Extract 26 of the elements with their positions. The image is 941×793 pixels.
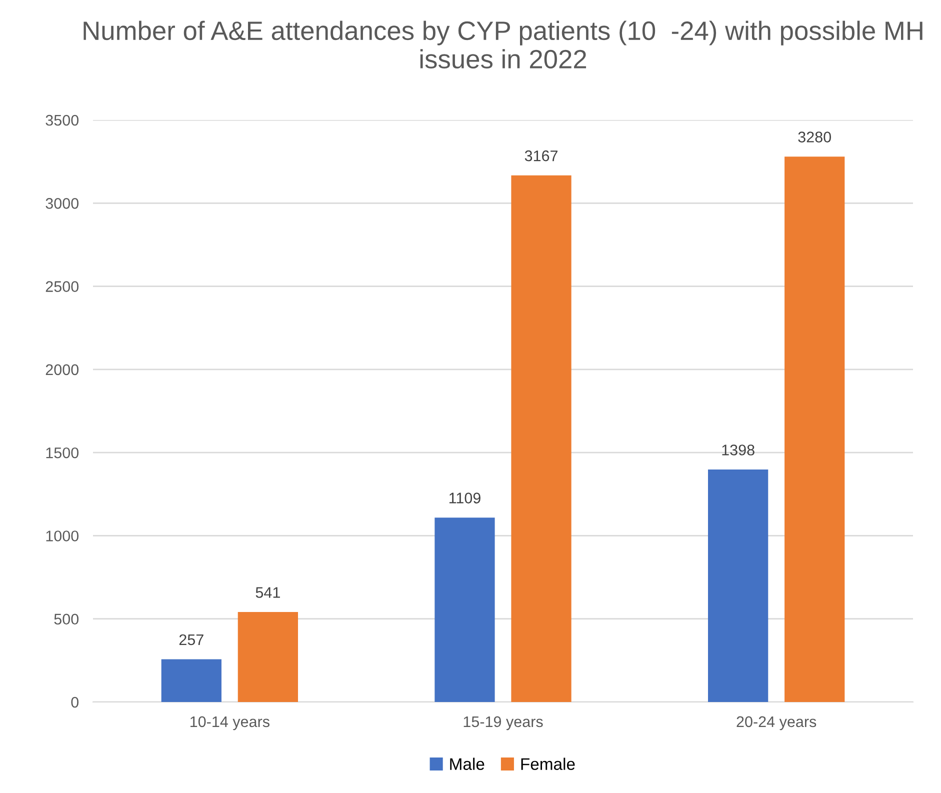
y-tick-label: 3500 <box>46 114 79 126</box>
y-tick-label: 2500 <box>46 281 79 292</box>
y-tick-label: 0 <box>71 696 79 708</box>
bar <box>434 518 495 702</box>
y-tick-label: 1500 <box>46 447 79 458</box>
bar <box>708 470 768 702</box>
data-label: 3280 <box>798 132 831 142</box>
data-label: 541 <box>256 587 280 598</box>
x-tick-label: 10-14 years <box>190 716 270 730</box>
y-tick-label: 2000 <box>46 364 79 376</box>
legend-label: Female <box>521 758 575 770</box>
x-tick-label: 20-24 years <box>736 716 816 730</box>
data-label: 3167 <box>524 150 558 162</box>
legend-label: Male <box>450 758 484 770</box>
bar <box>161 659 222 702</box>
y-tick-label: 500 <box>54 614 79 625</box>
bar <box>238 612 298 702</box>
y-tick-label: 3000 <box>46 198 79 209</box>
x-tick-label: 15-19 years <box>464 716 543 730</box>
data-label: 1109 <box>449 492 480 504</box>
bar <box>784 156 845 702</box>
data-label: 257 <box>179 634 204 646</box>
data-label: 1398 <box>722 444 754 456</box>
chart-title: Number of A&E attendances by CYP patients (10 -24) with possible MH issues in 2022 <box>84 20 922 69</box>
bar <box>511 175 572 702</box>
y-tick-label: 1000 <box>46 530 79 542</box>
